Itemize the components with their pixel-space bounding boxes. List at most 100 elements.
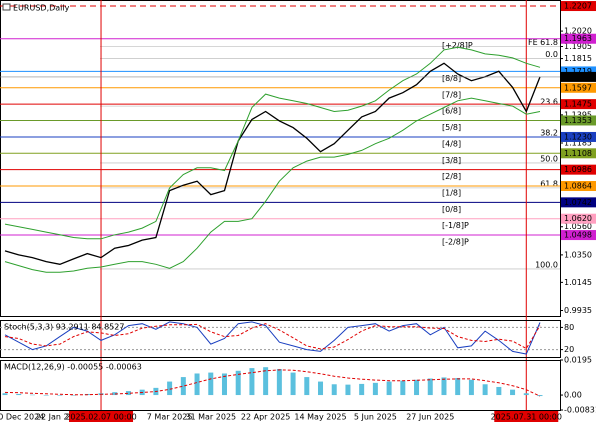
fibo-label: FE 61.8 <box>528 38 558 47</box>
histogram-bar <box>441 377 447 396</box>
price-box-label: 1.1475 <box>564 100 592 109</box>
y-tick-label: 0.0195 <box>564 356 592 365</box>
histogram-bar <box>43 395 49 396</box>
histogram-bar <box>304 377 310 396</box>
histogram-bar <box>468 379 474 396</box>
murray-label: [5/8] <box>442 123 461 132</box>
histogram-bar <box>29 394 35 396</box>
x-tick-label: 7 Mar 2025 <box>147 413 193 422</box>
price-box <box>561 33 596 44</box>
price-box <box>561 197 596 208</box>
panel-title: MACD(12,26,9) -0.00055 -0.00063 <box>4 363 142 372</box>
histogram-bar <box>208 372 214 396</box>
x-label-box <box>69 411 134 422</box>
x-tick-label: 22 Jan 2025 <box>36 413 84 422</box>
murray-label: [8/8] <box>442 74 461 83</box>
price-box <box>561 99 596 110</box>
histogram-bar <box>235 370 241 396</box>
price-box-label: 1.0620 <box>564 214 592 223</box>
panel-frame <box>0 0 561 317</box>
y-tick-label: 80 <box>564 323 574 332</box>
x-tick-label: 31 Mar 2025 <box>185 413 236 422</box>
histogram-bar <box>57 395 63 396</box>
histogram-bar <box>221 373 227 396</box>
histogram-bar <box>400 380 406 396</box>
histogram-bar <box>510 389 516 396</box>
price-box-label: 1.1719 <box>564 67 592 76</box>
y-tick-label: 1.2020 <box>564 27 592 36</box>
fibo-label: 61.8 <box>540 179 558 188</box>
price-box-label: 1.1108 <box>564 149 592 158</box>
histogram-bar <box>345 384 351 396</box>
price-box <box>561 82 596 93</box>
fibo-label: 38.2 <box>540 128 558 137</box>
price-box-label: 1.0986 <box>564 165 592 174</box>
price-box-label: 1.0864 <box>564 182 592 191</box>
price-box <box>561 213 596 224</box>
price-box <box>561 181 596 192</box>
series-line <box>4 46 541 240</box>
histogram-bar <box>167 381 173 396</box>
panel-title: Stoch(5,3,3) 93.2911 84.8527 <box>4 323 124 332</box>
price-box <box>561 164 596 175</box>
x-tick-label: 22 Apr 2025 <box>241 413 290 422</box>
price-box-label: 1.1353 <box>564 116 592 125</box>
price-box-label: 1.1678 <box>564 72 592 81</box>
symbol-icon <box>2 3 11 11</box>
histogram-bar <box>455 377 461 396</box>
y-tick-label: 0.9935 <box>564 306 592 315</box>
histogram-bar <box>318 381 324 396</box>
price-box <box>561 115 596 126</box>
histogram-bar <box>482 384 488 396</box>
histogram-bar <box>359 383 365 396</box>
histogram-bar <box>523 393 529 396</box>
series-line <box>4 321 541 355</box>
panel-frame <box>0 320 561 358</box>
y-tick-label: 1.1905 <box>564 42 592 51</box>
histogram-bar <box>414 379 420 396</box>
histogram-bar <box>427 378 433 396</box>
histogram-bar <box>125 391 131 396</box>
histogram-bar <box>112 392 118 396</box>
histogram-bar <box>537 395 543 397</box>
fibo-label: 23.6 <box>540 98 558 107</box>
chart-title: EURUSD,Daily <box>13 4 70 13</box>
murray-label: [7/8] <box>442 90 461 99</box>
x-tick-label: 5 Jun 2025 <box>354 413 397 422</box>
murray-label: [-1/8]P <box>442 221 469 230</box>
price-box-label: 1.1597 <box>564 83 592 92</box>
price-box-label: 1.0742 <box>564 198 592 207</box>
price-box <box>561 131 596 142</box>
x-tick-label: 27 Jun 2025 <box>406 413 454 422</box>
murray-label: [3/8] <box>442 156 461 165</box>
y-tick-label: 0.00 <box>564 391 582 400</box>
x-tick-label: 2025.02.07 00:00 <box>65 413 136 422</box>
price-box-label: 1.1230 <box>564 132 592 141</box>
series-line <box>4 62 541 265</box>
price-box-label: 1.1963 <box>564 34 592 43</box>
y-tick-label: 1.1815 <box>564 54 592 63</box>
murray-label: [+2/8]P <box>442 41 473 50</box>
histogram-bar <box>372 382 378 396</box>
y-tick-label: 1.1185 <box>564 138 592 147</box>
price-box-label: 1.0498 <box>564 231 592 240</box>
x-label-box <box>494 411 559 422</box>
y-tick-label: -0.00831 <box>564 406 596 415</box>
murray-label: [6/8] <box>442 107 461 116</box>
histogram-bar <box>263 367 269 396</box>
histogram-bar <box>290 372 296 396</box>
histogram-bar <box>71 395 77 396</box>
murray-label: [2/8] <box>442 172 461 181</box>
price-box-label: 1.2207 <box>564 2 592 11</box>
y-tick-label: 20 <box>564 345 574 354</box>
x-tick-label: 30 Dec 2024 <box>0 413 44 422</box>
histogram-bar <box>249 368 255 396</box>
y-tick-label: 1.0145 <box>564 278 592 287</box>
y-tick-label: 1.0560 <box>564 222 592 231</box>
histogram-bar <box>180 377 186 396</box>
histogram-bar <box>331 384 337 396</box>
series-line <box>4 97 541 273</box>
y-tick-label: 1.0350 <box>564 250 592 259</box>
x-tick-label: 2025.07.31 00:00 <box>491 413 562 422</box>
